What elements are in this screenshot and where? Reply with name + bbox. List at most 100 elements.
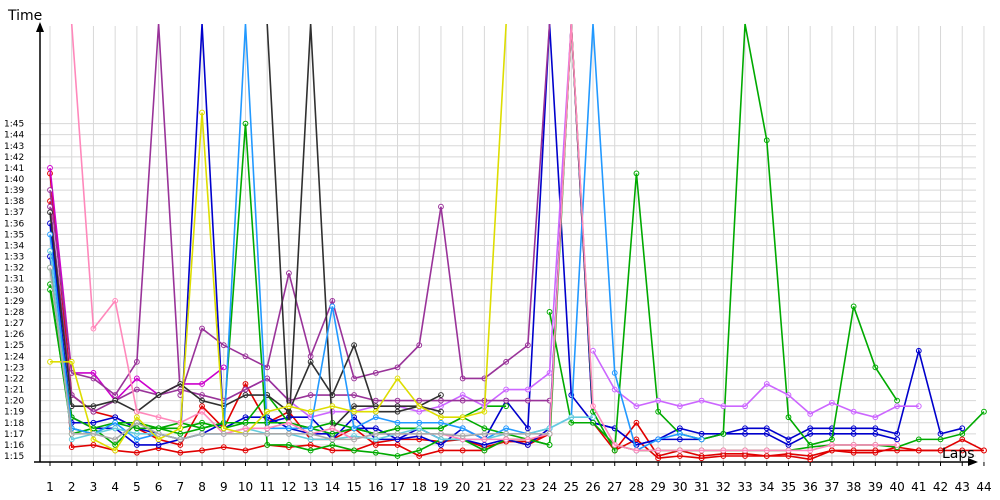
y-tick-label: 1:31 xyxy=(4,275,24,285)
y-tick-label: 1:30 xyxy=(4,286,24,296)
y-axis-title: Time xyxy=(7,8,42,24)
series-line xyxy=(49,167,225,402)
x-tick-label: 9 xyxy=(220,480,228,494)
y-tick-labels: 1:151:161:171:181:191:201:21 1:221:231:24… xyxy=(4,120,24,462)
x-tick-label: 12 xyxy=(281,480,296,494)
y-tick-label: 1:32 xyxy=(4,264,24,274)
series-line xyxy=(49,289,507,435)
x-tick-label: 39 xyxy=(868,480,883,494)
series-lines xyxy=(47,23,987,463)
y-tick-label: 1:24 xyxy=(4,352,24,362)
x-tick-label: 4 xyxy=(111,480,119,494)
y-tick-label: 1:38 xyxy=(4,197,24,207)
x-tick-label: 32 xyxy=(716,480,731,494)
y-tick-label: 1:42 xyxy=(4,153,24,163)
y-tick-label: 1:17 xyxy=(4,430,24,440)
x-tick-label: 31 xyxy=(694,480,709,494)
x-tick-label: 3 xyxy=(90,480,98,494)
y-tick-label: 1:40 xyxy=(4,175,24,185)
x-tick-label: 2 xyxy=(68,480,76,494)
series-0 xyxy=(47,23,987,459)
y-tick-label: 1:18 xyxy=(4,419,24,429)
series-18 xyxy=(47,264,553,443)
y-tick-label: 1:44 xyxy=(4,131,24,141)
series-line xyxy=(592,350,919,419)
y-tick-label: 1:36 xyxy=(4,219,24,229)
x-tick-label: 1 xyxy=(46,480,54,494)
y-tick-label: 1:26 xyxy=(4,330,24,340)
x-tick-label: 18 xyxy=(412,480,427,494)
y-tick-label: 1:39 xyxy=(4,186,24,196)
x-tick-label: 29 xyxy=(651,480,666,494)
series-line xyxy=(49,23,551,397)
y-tick-label: 1:15 xyxy=(4,452,24,462)
x-tick-label: 30 xyxy=(672,480,687,494)
x-tick-label: 22 xyxy=(498,480,513,494)
x-tick-label: 38 xyxy=(846,480,861,494)
x-tick-label: 26 xyxy=(585,480,600,494)
x-tick-label: 13 xyxy=(303,480,318,494)
y-axis-arrow-icon xyxy=(36,22,44,32)
series-4 xyxy=(47,23,900,459)
y-tick-label: 1:37 xyxy=(4,208,24,218)
series-line xyxy=(614,438,984,461)
x-tick-label: 40 xyxy=(889,480,904,494)
x-tick-labels: 1 2 3 4 5 6 7 8 9 10 11 12 13 14 15 16 17 18 19 20 21 22 23 24 2… xyxy=(46,480,991,494)
y-tick-label: 1:25 xyxy=(4,341,24,351)
series-10 xyxy=(47,23,551,398)
x-tick-label: 34 xyxy=(759,480,774,494)
y-tick-label: 1:41 xyxy=(4,164,24,174)
y-tick-label: 1:19 xyxy=(4,408,24,418)
x-tick-label: 33 xyxy=(737,480,752,494)
series-17 xyxy=(47,23,507,454)
series-8 xyxy=(590,347,922,421)
y-tick-label: 1:20 xyxy=(4,397,24,407)
x-tick-label: 25 xyxy=(564,480,579,494)
y-tick-label: 1:21 xyxy=(4,386,24,396)
y-tick-label: 1:23 xyxy=(4,363,24,373)
x-tick-label: 17 xyxy=(390,480,405,494)
y-tick-label: 1:45 xyxy=(4,120,24,130)
series-13 xyxy=(266,23,444,432)
x-tick-label: 6 xyxy=(155,480,163,494)
y-tick-label: 1:27 xyxy=(4,319,24,329)
axes xyxy=(34,22,985,466)
y-tick-label: 1:28 xyxy=(4,308,24,318)
x-tick-label: 8 xyxy=(198,480,206,494)
series-line xyxy=(49,23,898,457)
x-tick-label: 43 xyxy=(955,480,970,494)
x-tick-label: 27 xyxy=(607,480,622,494)
x-tick-label: 19 xyxy=(433,480,448,494)
x-tick-label: 42 xyxy=(933,480,948,494)
y-tick-label: 1:16 xyxy=(4,441,24,451)
series-line xyxy=(70,23,898,452)
x-tick-label: 11 xyxy=(260,480,275,494)
y-tick-label: 1:33 xyxy=(4,253,24,263)
y-tick-label: 1:29 xyxy=(4,297,24,307)
y-tick-label: 1:34 xyxy=(4,241,24,251)
series-3 xyxy=(47,23,900,448)
x-tick-label: 5 xyxy=(133,480,141,494)
x-tick-label: 20 xyxy=(455,480,470,494)
x-tick-label: 28 xyxy=(629,480,644,494)
x-axis-arrow-icon xyxy=(968,458,978,466)
y-tick-label: 1:35 xyxy=(4,230,24,240)
x-tick-label: 15 xyxy=(346,480,361,494)
y-tick-label: 1:22 xyxy=(4,374,24,384)
x-tick-label: 24 xyxy=(542,480,557,494)
series-line xyxy=(49,267,550,441)
series-line xyxy=(49,250,593,441)
x-tick-label: 10 xyxy=(238,480,253,494)
series-line xyxy=(50,23,507,452)
series-line xyxy=(266,23,442,431)
x-tick-label: 44 xyxy=(976,480,991,494)
x-tick-label: 36 xyxy=(803,480,818,494)
x-tick-label: 41 xyxy=(911,480,926,494)
x-tick-label: 21 xyxy=(477,480,492,494)
y-tick-label: 1:43 xyxy=(4,142,24,152)
x-tick-label: 14 xyxy=(325,480,340,494)
x-tick-label: 37 xyxy=(824,480,839,494)
x-axis-title: Laps xyxy=(942,446,975,462)
